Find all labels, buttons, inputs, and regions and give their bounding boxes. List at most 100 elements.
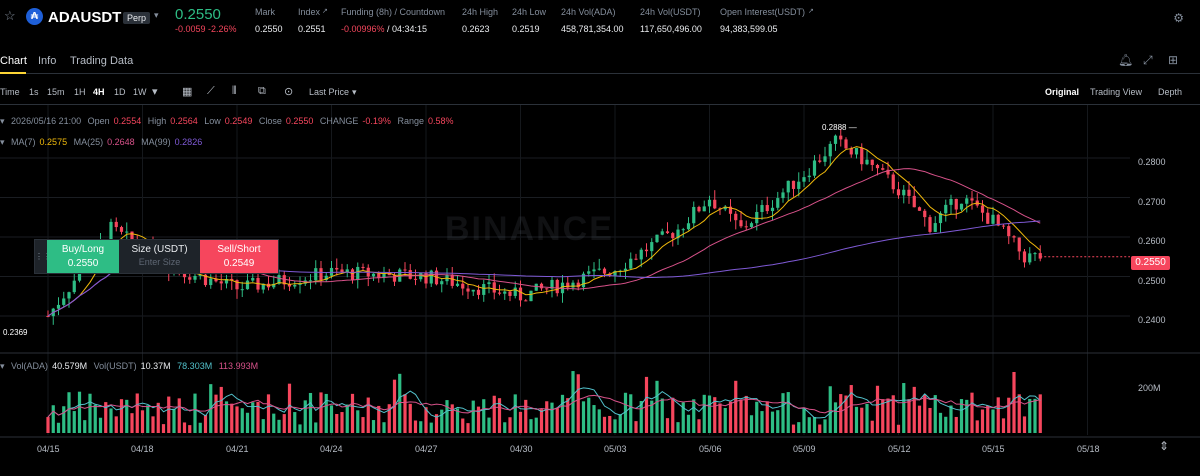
interval-1s[interactable]: 1s [29,87,39,97]
grid-icon[interactable]: ⊞ [1168,53,1179,67]
bell-icon[interactable]: 🔔︎ [1118,53,1134,67]
x-axis-label: 05/12 [888,444,911,454]
volume-bar [319,392,323,433]
volume-bar [266,394,271,433]
candle-body [912,195,916,208]
chevron-down-icon[interactable]: ▾ [152,86,158,98]
gear-icon[interactable]: ⚙ [1173,11,1184,25]
candle-body [240,289,244,291]
volume-bar [293,412,297,433]
volume-bar [214,394,218,433]
chevron-down-icon[interactable]: ▾ [154,10,159,20]
volume-ma-line [47,387,1041,419]
interval-4h[interactable]: 4H [93,87,105,97]
star-icon[interactable]: ☆ [4,8,16,23]
active-tab-indicator [0,72,26,74]
interval-1d[interactable]: 1D [114,87,126,97]
candle-body [954,198,958,210]
external-link-icon[interactable]: ↗ [322,8,328,15]
candle-body [686,223,691,230]
interval-1w[interactable]: 1W [133,87,147,97]
candle-body [340,269,344,273]
volume-bar [182,422,187,433]
volume-bar [550,402,554,433]
candle-body [839,135,843,140]
candlestick-chart[interactable] [0,105,1200,455]
candle-body [56,304,61,309]
view-trading-view[interactable]: Trading View [1090,87,1143,97]
price-source-select[interactable]: Last Price [309,87,350,97]
current-price-tag: 0.2550 [1131,256,1170,270]
x-axis-label: 04/21 [226,444,249,454]
volume-ma-line [47,394,1041,418]
scale-icon[interactable]: ⇕ [1159,439,1170,453]
view-depth[interactable]: Depth [1158,87,1183,97]
candle-body [497,292,502,294]
chevron-down-icon[interactable]: ▾ [0,137,5,147]
stat-label-mark: Mark [255,7,275,17]
volume-bar [692,399,696,433]
indicator-icon[interactable]: ⟋ [207,85,215,97]
volume-bar [524,399,528,433]
volume-bar [125,399,129,433]
candle-body [965,198,969,204]
symbol-title[interactable]: ADAUSDT [48,9,122,26]
candle-body [681,229,685,231]
candle-body [949,198,953,205]
candle-body [860,148,864,165]
candle-body [482,284,486,295]
interval-1h[interactable]: 1H [74,87,86,97]
volume-bar [1007,397,1011,433]
volume-bar [749,415,754,433]
volume-bar [959,399,964,433]
volume-bar [1001,418,1006,433]
volume-bar [398,373,402,433]
chevron-down-icon[interactable]: ▾ [352,87,357,97]
candle-body [881,168,885,170]
candle-body [986,212,990,224]
view-original[interactable]: Original [1045,87,1080,97]
watermark: BINANCE [445,210,614,248]
candle-body [776,198,780,208]
buy-long-button[interactable]: Buy/Long 0.2550 [47,240,119,273]
legend-datetime: 2026/05/16 21:00 [11,116,82,126]
tab-chart[interactable]: Chart [0,55,27,67]
tab-info[interactable]: Info [38,55,57,67]
volume-bar [760,411,764,433]
candle-body [797,181,801,189]
vol-usdt-value: 10.37M [140,361,171,371]
stat-label-24h-low: 24h Low [512,7,547,17]
calendar-icon[interactable]: ▦ [182,86,193,98]
volume-bar [98,417,103,433]
volume-bar [776,410,780,433]
volume-bar [503,422,507,433]
tab-trading-data[interactable]: Trading Data [70,55,134,67]
size-input[interactable]: Size (USDT) Enter Size [119,240,200,273]
candle-body [419,273,423,280]
drag-handle[interactable]: ⋮⋮ [35,252,51,261]
external-link-icon[interactable]: ↗ [808,8,814,15]
candle-body [970,198,974,201]
volume-bar [46,417,50,433]
volume-bar [529,419,533,433]
volume-bar [597,409,601,433]
chevron-down-icon[interactable]: ▾ [0,116,5,126]
volume-bar [886,398,890,433]
replay-icon[interactable]: ⊙ [284,86,294,98]
range-value: 0.58% [428,116,454,126]
interval-15m[interactable]: 15m [47,87,65,97]
template-icon[interactable]: ⧉ [258,85,266,97]
volume-bar [660,398,664,433]
expand-icon[interactable]: ⤢ [1143,53,1153,67]
volume-bar [1028,398,1032,433]
volume-bar [839,394,843,433]
volume-bar [797,422,801,433]
vol-usdt-label: Vol(USDT) [93,361,137,371]
candle-type-icon[interactable]: ⫴ [232,85,237,97]
candle-body [702,206,706,212]
chevron-down-icon[interactable]: ▾ [0,361,5,371]
volume-bar [461,418,465,433]
interval-time[interactable]: Time [0,87,20,97]
sell-short-button[interactable]: Sell/Short 0.2549 [200,240,278,273]
volume-bar [56,422,61,433]
